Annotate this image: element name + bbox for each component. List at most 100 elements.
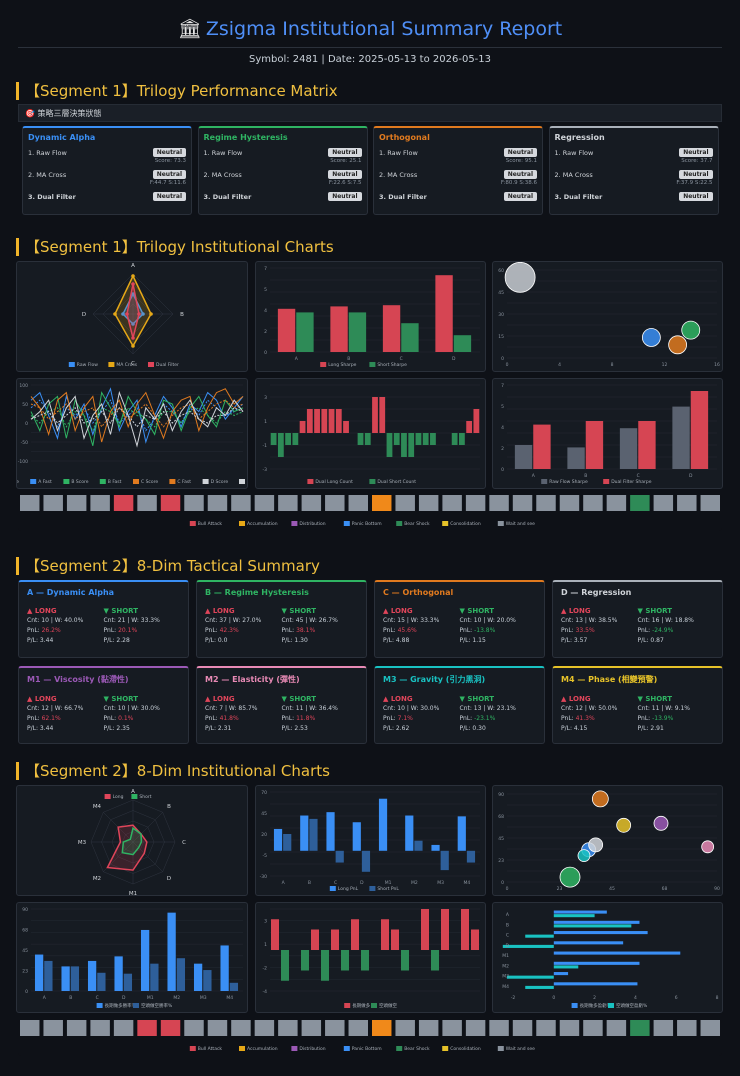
heat-cell xyxy=(606,1020,627,1036)
status-badge: Neutral xyxy=(152,170,186,179)
legend-swatch xyxy=(603,479,610,484)
legend-label: Dual Filter Sharpe xyxy=(611,479,652,485)
trilogy-card-name: Dynamic Alpha xyxy=(28,133,96,142)
heat-cell xyxy=(20,1020,40,1036)
bar xyxy=(471,929,479,950)
dim-pnl: PnL: 41.8% xyxy=(205,715,239,722)
bar xyxy=(114,956,123,991)
legend-label: B Fast xyxy=(108,479,122,485)
strategy-status-bar: 🎯 策略三層決策狀態 xyxy=(18,104,722,122)
dim-card-name: M3 — Gravity (引力黑洞) xyxy=(383,675,486,684)
dim-pnl-value: -24.9% xyxy=(652,627,674,634)
bar xyxy=(514,445,533,469)
bar xyxy=(351,919,359,950)
heat-cell xyxy=(372,495,392,511)
y-tick-label: 90 xyxy=(498,792,504,798)
chart-raw-vs-dual: A B C D 0 2 4 5 7 Raw Flow Sharpe Dual Filter Shar… xyxy=(492,378,723,489)
trilogy-row-label: 1. Raw Flow xyxy=(379,148,418,157)
x-tick-label: B xyxy=(69,995,72,1001)
bar xyxy=(277,433,284,457)
bar xyxy=(473,409,480,433)
dim-long-column: ▲ LONG Cnt: 13 | W: 38.5% PnL: 33.5% P/L: 3… xyxy=(561,606,638,646)
bar xyxy=(401,433,407,457)
hbar xyxy=(553,910,607,914)
legend-swatch xyxy=(104,794,111,799)
dim-card-name: B — Regime Hysteresis xyxy=(205,588,309,597)
heat-cell xyxy=(395,1020,415,1036)
heat-cell xyxy=(442,495,462,511)
radar-axis-label: A xyxy=(131,789,135,795)
x-tick-label: A xyxy=(43,995,47,1001)
dim-card-columns: ▲ LONG Cnt: 37 | W: 27.0% PnL: 42.3% P/L: 0… xyxy=(205,606,358,646)
dim-short-label: ▼ SHORT xyxy=(281,695,317,703)
y-tick-label: -3 xyxy=(263,467,268,473)
legend-swatch xyxy=(396,521,403,526)
radar-point xyxy=(131,336,135,340)
dim-pl-ratio: P/L: 2.35 xyxy=(103,725,130,732)
dim-short-column: ▼ SHORT Cnt: 21 | W: 33.3% PnL: 20.1% P/L: … xyxy=(104,606,181,646)
x-tick-label: 0 xyxy=(506,362,509,368)
dim-pnl: PnL: -23.1% xyxy=(459,715,496,722)
dim-count-winrate: Cnt: 10 | W: 40.0% xyxy=(27,617,84,624)
legend-label: 空頭做空勝率% xyxy=(141,1002,173,1009)
bar xyxy=(270,433,277,445)
y-tick-label: 100 xyxy=(19,383,28,389)
heat-cell xyxy=(301,1020,322,1036)
hbar xyxy=(553,924,632,928)
bar xyxy=(401,323,419,352)
trilogy-row: 2. MA Cross Neutral xyxy=(379,169,537,180)
legend-label: A Score xyxy=(17,479,19,485)
dim-pnl: PnL: 33.5% xyxy=(561,627,595,634)
legend-swatch xyxy=(329,886,336,891)
legend-swatch xyxy=(396,1046,403,1051)
bar xyxy=(229,982,239,991)
trilogy-card: Regression 1. Raw Flow Neutral Score: 37.7 2… xyxy=(548,126,719,215)
bar xyxy=(292,433,299,445)
radar-point xyxy=(137,312,141,316)
radar-axis xyxy=(132,841,163,872)
dim-card: C — Orthogonal ▲ LONG Cnt: 15 | W: 33.3% Pn… xyxy=(374,580,545,658)
dim-card-name: M4 — Phase (相變預警) xyxy=(561,675,658,684)
dim-card-columns: ▲ LONG Cnt: 10 | W: 30.0% PnL: 7.1% P/L: 2.… xyxy=(383,694,536,734)
dim-pnl: PnL: 11.8% xyxy=(281,715,316,722)
heat-cell xyxy=(348,495,368,511)
radar-point xyxy=(141,312,145,316)
legend-label: 長期做多勝率% xyxy=(105,1002,137,1009)
y-tick-label: 0 xyxy=(501,356,504,362)
dim-pnl-value: 62.1% xyxy=(41,715,61,722)
hbar xyxy=(525,985,554,989)
dim-card-columns: ▲ LONG Cnt: 7 | W: 85.7% PnL: 41.8% P/L: 2.… xyxy=(205,694,358,734)
line-series-c-score xyxy=(30,388,244,443)
y-tick-label: 0 xyxy=(25,989,28,995)
bar xyxy=(220,945,229,991)
trilogy-fast-slow: F:22.6 S:7.5 xyxy=(328,180,362,186)
y-tick-label: -4 xyxy=(263,989,268,995)
bar xyxy=(176,958,186,991)
dim-card-name: M2 — Elasticity (彈性) xyxy=(205,675,300,684)
y-tick-label: 15 xyxy=(498,334,504,340)
bar xyxy=(457,816,466,851)
bar xyxy=(277,308,296,352)
trilogy-row: 1. Raw Flow Neutral xyxy=(28,147,186,158)
legend-swatch xyxy=(148,362,154,367)
dim-long-label: ▲ LONG xyxy=(383,695,413,703)
bar xyxy=(533,424,551,469)
trilogy-row: 2. MA Cross Neutral xyxy=(204,169,362,180)
dim-card-columns: ▲ LONG Cnt: 12 | W: 50.0% PnL: 41.3% P/L: 4… xyxy=(561,694,714,734)
dim-card: M1 — Viscosity (黏滯性) ▲ LONG Cnt: 12 | W: 6… xyxy=(18,666,189,744)
heat-cell xyxy=(278,1020,298,1036)
y-tick-label: 0 xyxy=(25,421,28,427)
dim-count-winrate: Cnt: 13 | W: 38.5% xyxy=(561,617,618,624)
legend-label: B Score xyxy=(71,479,88,485)
heat-cell xyxy=(90,495,110,511)
bar xyxy=(203,970,212,991)
dim-pnl: PnL: 0.1% xyxy=(103,715,134,722)
legend-swatch xyxy=(343,1046,350,1051)
chart-8dim-signals-svg: -4 -2 1 3 長期做多 空頭做空 xyxy=(263,908,480,1009)
dim-card-name: M1 — Viscosity (黏滯性) xyxy=(27,675,129,684)
dim-pl-ratio: P/L: 3.44 xyxy=(27,725,54,732)
bar xyxy=(619,428,638,469)
dim-card: M2 — Elasticity (彈性) ▲ LONG Cnt: 7 | W: 85… xyxy=(196,666,367,744)
y-tick-label: 2 xyxy=(264,329,267,335)
